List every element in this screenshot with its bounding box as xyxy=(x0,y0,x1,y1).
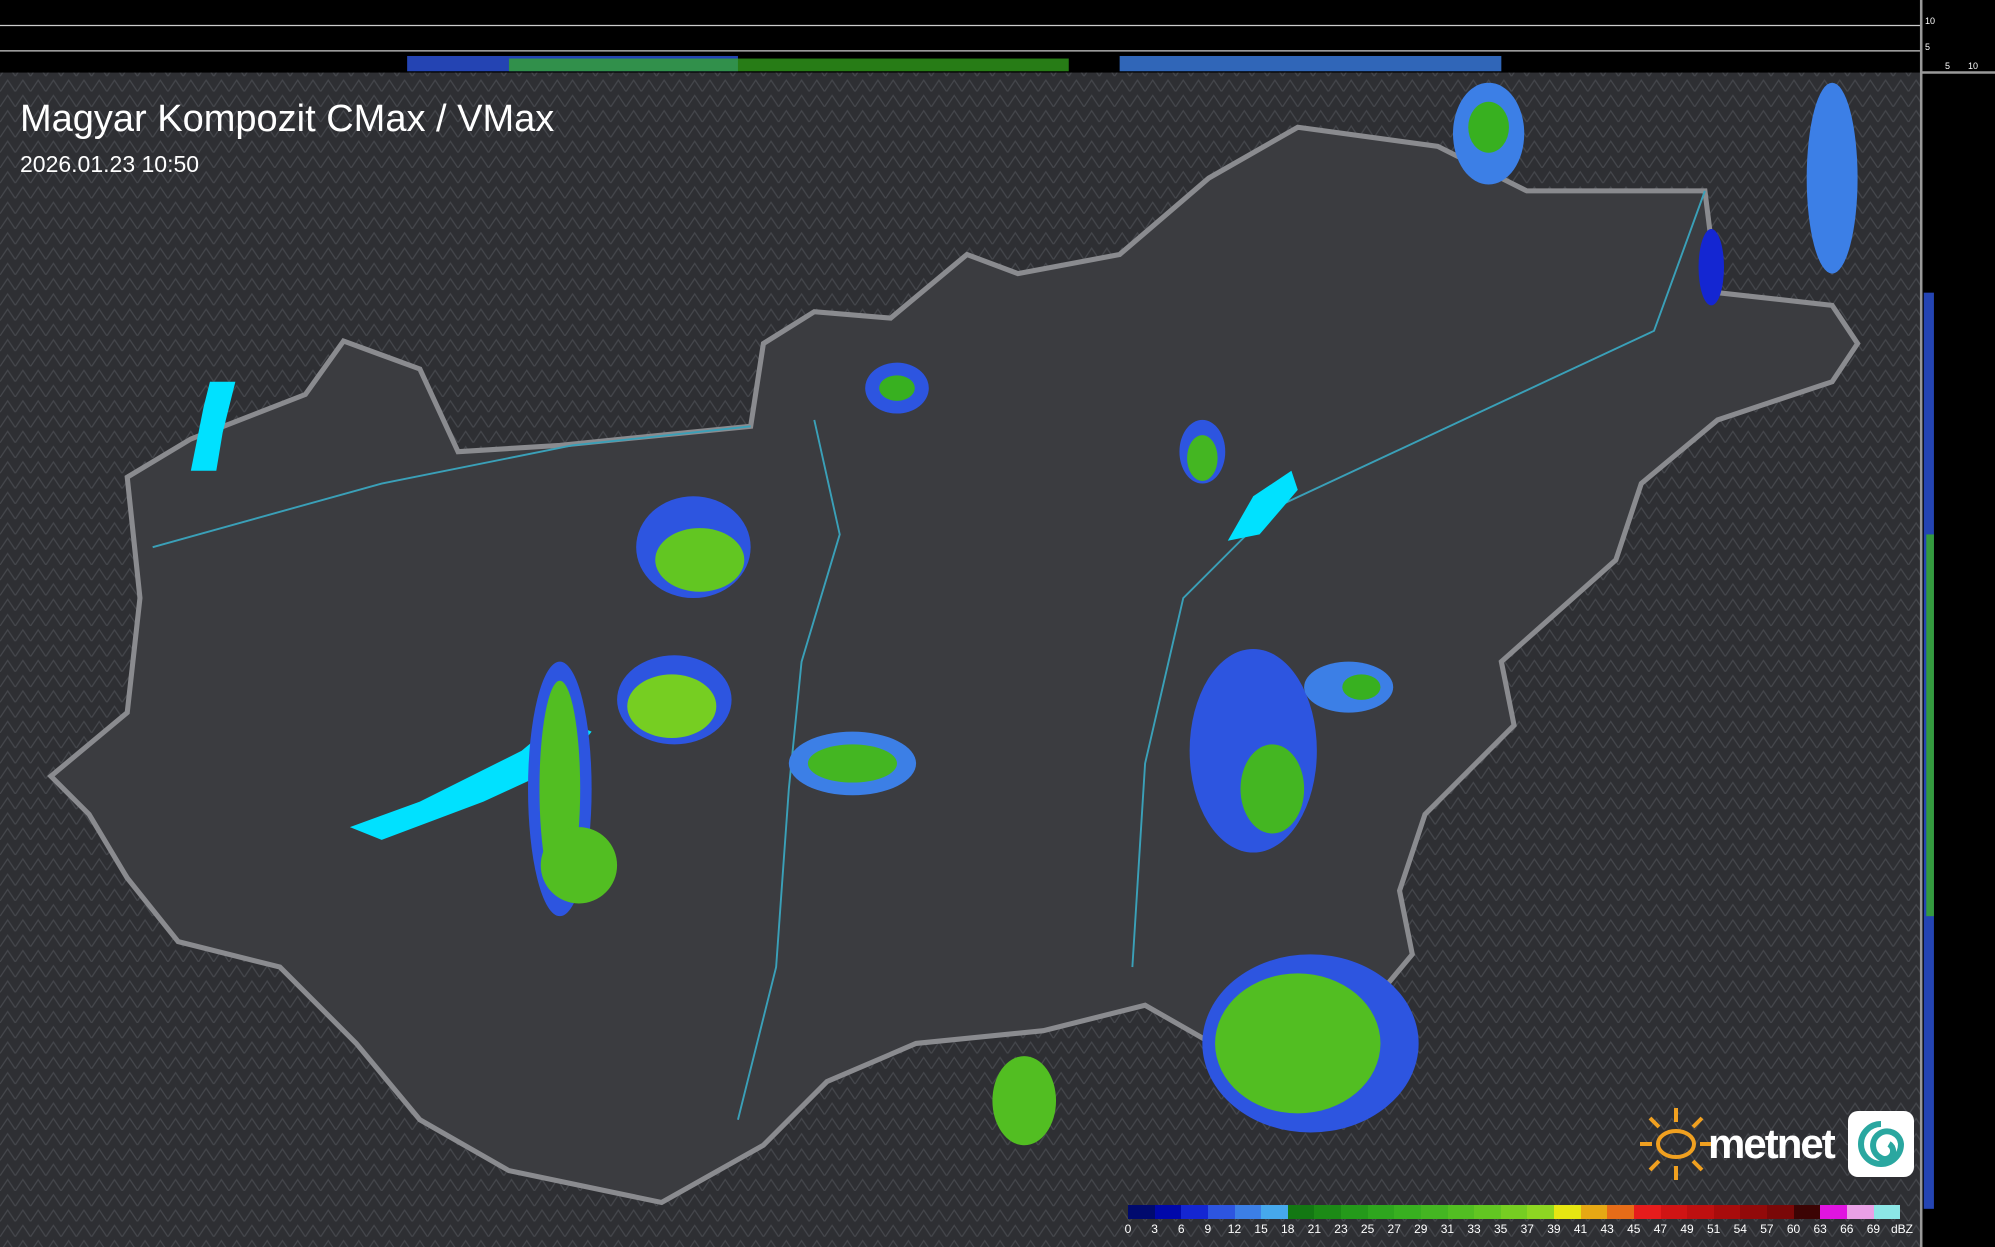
lake-neusiedl xyxy=(190,381,236,471)
legend-swatch xyxy=(1554,1205,1581,1219)
legend-label: 23 xyxy=(1334,1222,1348,1236)
legend-label: 0 xyxy=(1124,1222,1132,1236)
logo-text: metnet xyxy=(1708,1120,1836,1167)
legend-swatch xyxy=(1474,1205,1501,1219)
hungary-border xyxy=(47,124,1861,1206)
timestamp: 2026.01.23 10:50 xyxy=(20,151,200,177)
legend-label: 21 xyxy=(1307,1222,1322,1236)
right-axis-tick: 10 xyxy=(1968,61,1979,71)
legend-swatch xyxy=(1234,1205,1262,1219)
legend-label: 29 xyxy=(1414,1222,1428,1236)
dbz-legend: 0 3 6 9 12 15 18 21 23 25 27 29 31 33 35 37 39 41 43 45 47 49… xyxy=(1122,1205,1914,1238)
top-axis-tick: 10 xyxy=(1925,16,1936,26)
legend-label: 18 xyxy=(1281,1222,1295,1236)
legend-label: 41 xyxy=(1573,1222,1588,1236)
legend-label: 49 xyxy=(1680,1222,1694,1236)
legend-color-bar xyxy=(1128,1205,1901,1219)
legend-label: 9 xyxy=(1204,1222,1212,1236)
legend-label: 63 xyxy=(1813,1222,1827,1236)
legend-label: 45 xyxy=(1627,1222,1641,1236)
legend-swatch xyxy=(1607,1205,1634,1219)
legend-swatch xyxy=(1154,1205,1182,1219)
legend-swatch xyxy=(1447,1205,1475,1219)
map-title: Magyar Kompozit CMax / VMax xyxy=(20,98,555,140)
legend-label: 51 xyxy=(1706,1222,1721,1236)
legend-swatch xyxy=(1740,1205,1767,1219)
legend-swatch xyxy=(1341,1205,1368,1219)
legend-swatch xyxy=(1633,1205,1661,1219)
legend-swatch xyxy=(1367,1205,1395,1219)
legend-swatch xyxy=(1181,1205,1208,1219)
legend-swatch xyxy=(1500,1205,1528,1219)
right-axis-tick: 5 xyxy=(1945,61,1951,71)
legend-swatch xyxy=(1713,1205,1741,1219)
legend-label: 57 xyxy=(1760,1222,1774,1236)
lake-tisza xyxy=(1227,470,1298,541)
metnet-logo: metnet xyxy=(1636,1104,1914,1184)
legend-swatch xyxy=(1660,1205,1688,1219)
legend-swatch xyxy=(1128,1205,1155,1219)
legend-label: 43 xyxy=(1600,1222,1614,1236)
sun-icon xyxy=(1640,1108,1712,1180)
legend-label: 15 xyxy=(1254,1222,1268,1236)
swirl-icon xyxy=(1847,1111,1914,1177)
legend-label: 27 xyxy=(1387,1222,1401,1236)
legend-swatch xyxy=(1580,1205,1608,1219)
legend-unit: dBZ xyxy=(1890,1222,1914,1236)
legend-label: 6 xyxy=(1177,1222,1185,1236)
legend-label: 33 xyxy=(1467,1222,1481,1236)
legend-swatch xyxy=(1287,1205,1315,1219)
top-axis-tick: 5 xyxy=(1925,42,1931,52)
legend-label: 35 xyxy=(1494,1222,1508,1236)
legend-label: 47 xyxy=(1653,1222,1668,1236)
legend-swatch xyxy=(1873,1205,1901,1219)
legend-label: 66 xyxy=(1840,1222,1854,1236)
legend-label: 31 xyxy=(1440,1222,1455,1236)
legend-swatch xyxy=(1793,1205,1821,1219)
legend-swatch xyxy=(1420,1205,1448,1219)
legend-label: 39 xyxy=(1547,1222,1561,1236)
legend-label: 37 xyxy=(1520,1222,1534,1236)
legend-swatch xyxy=(1207,1205,1235,1219)
legend-label: 25 xyxy=(1360,1222,1375,1236)
legend-label: 3 xyxy=(1151,1222,1158,1236)
legend-swatch xyxy=(1261,1205,1288,1219)
precipitation-echoes xyxy=(528,82,1858,1146)
legend-swatch xyxy=(1527,1205,1554,1219)
legend-swatch xyxy=(1846,1205,1874,1219)
legend-label: 69 xyxy=(1866,1222,1881,1236)
legend-swatch xyxy=(1687,1205,1714,1219)
legend-swatch xyxy=(1767,1205,1794,1219)
legend-swatch xyxy=(1394,1205,1421,1219)
legend-label: 60 xyxy=(1786,1222,1801,1236)
legend-swatch xyxy=(1820,1205,1847,1219)
legend-swatch xyxy=(1314,1205,1341,1219)
legend-label: 12 xyxy=(1227,1222,1242,1236)
legend-label: 54 xyxy=(1733,1222,1747,1236)
legend-labels: 0 3 6 9 12 15 18 21 23 25 27 29 31 33 35 37 39 41 43 45 47 49… xyxy=(1122,1222,1914,1238)
